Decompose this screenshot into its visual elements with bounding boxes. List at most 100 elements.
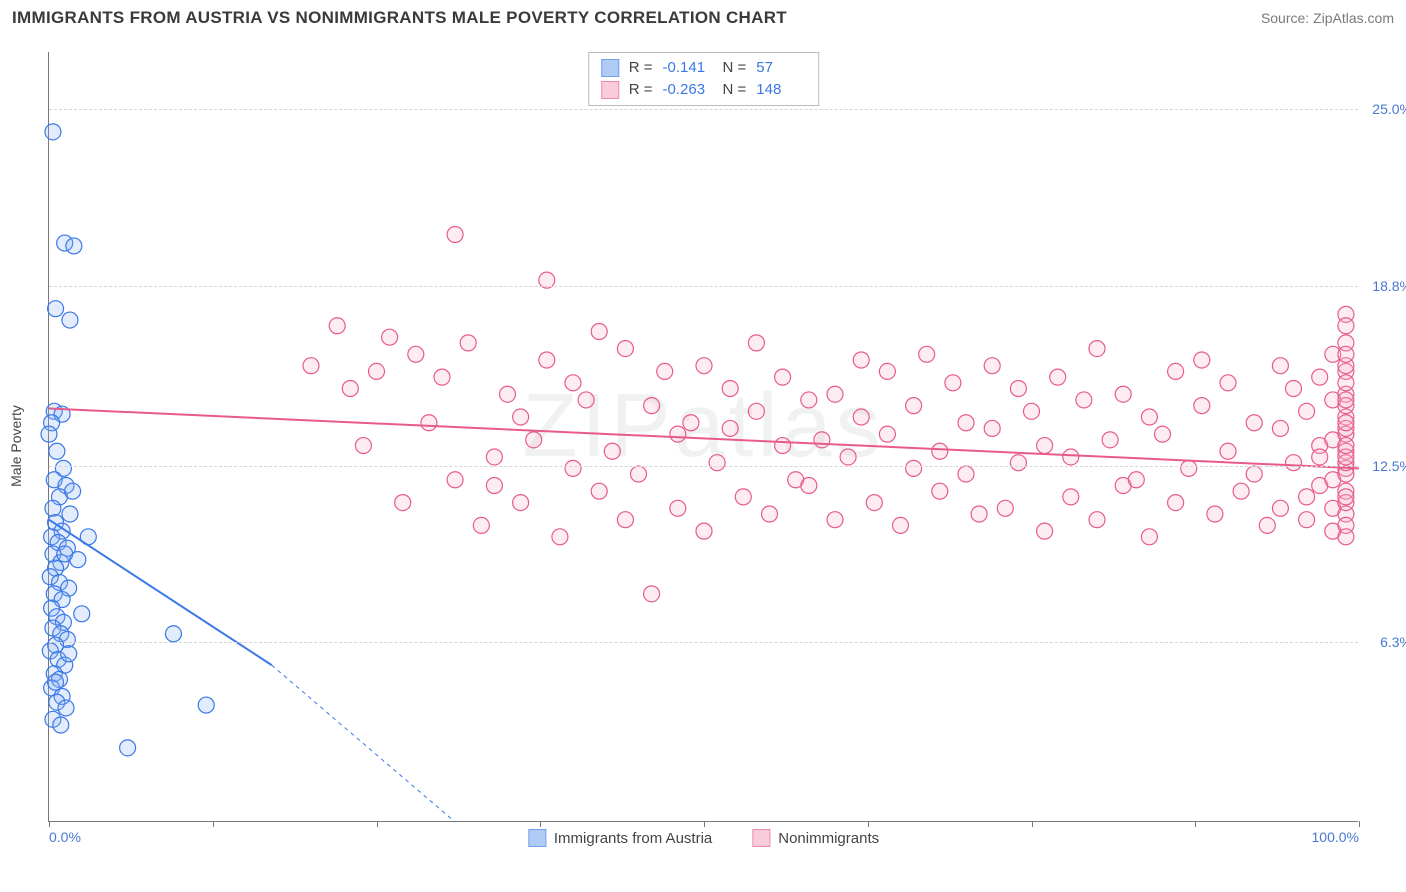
legend: Immigrants from Austria Nonimmigrants (528, 829, 879, 847)
x-tick-mark (704, 821, 705, 827)
scatter-point (1338, 392, 1354, 408)
trendline (49, 520, 272, 665)
x-tick-mark (213, 821, 214, 827)
scatter-point (1312, 369, 1328, 385)
scatter-point (722, 381, 738, 397)
stat-n-value-1: 57 (756, 57, 806, 79)
scatter-point (657, 363, 673, 379)
scatter-point (775, 438, 791, 454)
scatter-point (958, 415, 974, 431)
scatter-point (1181, 460, 1197, 476)
x-tick-mark (1032, 821, 1033, 827)
x-tick-mark (868, 821, 869, 827)
scatter-point (893, 517, 909, 533)
scatter-point (165, 626, 181, 642)
scatter-point (1089, 512, 1105, 528)
scatter-point (500, 386, 516, 402)
scatter-point (1194, 352, 1210, 368)
scatter-point (1246, 466, 1262, 482)
scatter-point (62, 506, 78, 522)
scatter-point (919, 346, 935, 362)
scatter-point (1286, 455, 1302, 471)
scatter-point (1233, 483, 1249, 499)
plot-area: ZIPatlas R = -0.141 N = 57 R = -0.263 N … (48, 52, 1358, 822)
stat-r-value-1: -0.141 (663, 57, 713, 79)
stat-n-label: N = (723, 79, 747, 101)
scatter-point (53, 717, 69, 733)
scatter-point (1141, 529, 1157, 545)
scatter-point (45, 124, 61, 140)
gridline (49, 109, 1358, 110)
scatter-point (45, 500, 61, 516)
scatter-point (670, 426, 686, 442)
scatter-point (48, 674, 64, 690)
scatter-point (604, 443, 620, 459)
scatter-point (61, 646, 77, 662)
scatter-point (1286, 381, 1302, 397)
scatter-point (748, 335, 764, 351)
scatter-point (670, 500, 686, 516)
scatter-point (1037, 523, 1053, 539)
chart-svg (49, 52, 1358, 821)
scatter-point (932, 483, 948, 499)
scatter-point (473, 517, 489, 533)
scatter-point (1063, 489, 1079, 505)
x-tick-mark (1359, 821, 1360, 827)
scatter-point (735, 489, 751, 505)
chart-title: IMMIGRANTS FROM AUSTRIA VS NONIMMIGRANTS… (12, 8, 787, 28)
legend-label-series1: Immigrants from Austria (554, 830, 712, 847)
scatter-point (421, 415, 437, 431)
scatter-point (1037, 438, 1053, 454)
scatter-point (932, 443, 948, 459)
scatter-point (1024, 403, 1040, 419)
scatter-point (591, 483, 607, 499)
scatter-point (355, 438, 371, 454)
scatter-point (329, 318, 345, 334)
scatter-point (447, 472, 463, 488)
scatter-point (1246, 415, 1262, 431)
scatter-point (513, 409, 529, 425)
scatter-point (303, 358, 319, 374)
scatter-point (1155, 426, 1171, 442)
scatter-point (1338, 375, 1354, 391)
scatter-point (1299, 512, 1315, 528)
chart-header: IMMIGRANTS FROM AUSTRIA VS NONIMMIGRANTS… (12, 8, 1394, 28)
scatter-point (853, 409, 869, 425)
scatter-point (866, 495, 882, 511)
scatter-point (1220, 443, 1236, 459)
scatter-point (814, 432, 830, 448)
stat-r-label: R = (629, 57, 653, 79)
scatter-point (120, 740, 136, 756)
scatter-point (1338, 415, 1354, 431)
stat-n-value-2: 148 (756, 79, 806, 101)
scatter-point (1272, 358, 1288, 374)
gridline (49, 286, 1358, 287)
scatter-point (1089, 341, 1105, 357)
scatter-point (65, 483, 81, 499)
scatter-point (1050, 369, 1066, 385)
scatter-point (801, 477, 817, 493)
scatter-point (539, 352, 555, 368)
scatter-point (1259, 517, 1275, 533)
scatter-point (1299, 403, 1315, 419)
scatter-point (840, 449, 856, 465)
y-tick-label: 12.5% (1362, 458, 1406, 474)
stats-row-series1: R = -0.141 N = 57 (601, 57, 807, 79)
scatter-point (1128, 472, 1144, 488)
scatter-point (722, 420, 738, 436)
scatter-point (565, 375, 581, 391)
scatter-point (696, 358, 712, 374)
scatter-point (66, 238, 82, 254)
scatter-point (198, 697, 214, 713)
scatter-point (945, 375, 961, 391)
scatter-point (644, 586, 660, 602)
scatter-point (434, 369, 450, 385)
scatter-point (369, 363, 385, 379)
gridline (49, 642, 1358, 643)
scatter-point (591, 323, 607, 339)
scatter-point (827, 386, 843, 402)
scatter-point (762, 506, 778, 522)
y-tick-label: 6.3% (1362, 634, 1406, 650)
swatch-series2 (601, 81, 619, 99)
scatter-point (382, 329, 398, 345)
